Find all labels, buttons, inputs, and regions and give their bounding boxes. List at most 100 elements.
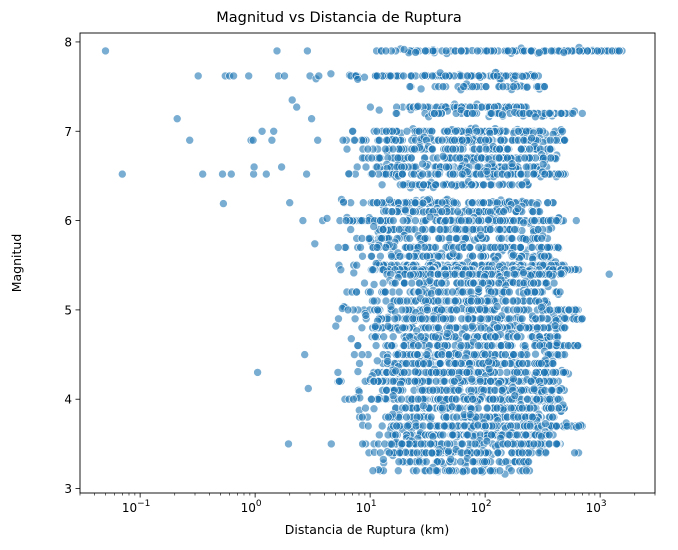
data-point bbox=[510, 391, 520, 401]
data-point bbox=[521, 466, 531, 476]
data-point bbox=[517, 144, 526, 154]
data-point bbox=[523, 394, 532, 404]
data-point bbox=[490, 385, 500, 395]
data-point bbox=[553, 305, 563, 315]
data-point bbox=[517, 314, 527, 324]
x-tick-label: 101 bbox=[356, 499, 377, 515]
data-point bbox=[522, 83, 532, 92]
data-point bbox=[381, 46, 391, 56]
data-point bbox=[418, 401, 428, 411]
data-point bbox=[472, 127, 482, 136]
data-point bbox=[410, 198, 420, 207]
data-point bbox=[172, 114, 182, 123]
data-point bbox=[574, 46, 584, 56]
data-point bbox=[430, 332, 440, 342]
data-point bbox=[460, 225, 470, 234]
data-point bbox=[480, 350, 490, 359]
data-point bbox=[570, 448, 579, 458]
data-point bbox=[439, 368, 449, 377]
data-point bbox=[473, 46, 482, 56]
data-point bbox=[473, 296, 483, 306]
data-point bbox=[410, 144, 419, 154]
data-point bbox=[527, 243, 537, 252]
data-point bbox=[393, 350, 403, 359]
data-point bbox=[494, 278, 504, 288]
data-point bbox=[462, 368, 472, 377]
data-point bbox=[450, 135, 459, 145]
data-point bbox=[333, 368, 343, 377]
data-point bbox=[416, 439, 426, 449]
data-point bbox=[407, 153, 416, 163]
data-point bbox=[381, 169, 391, 179]
data-point bbox=[373, 305, 382, 315]
data-point bbox=[385, 448, 394, 458]
data-point bbox=[385, 195, 394, 205]
data-point bbox=[507, 180, 517, 190]
data-point bbox=[482, 403, 492, 413]
data-point bbox=[562, 421, 572, 431]
data-point bbox=[405, 234, 415, 243]
data-point bbox=[444, 350, 454, 359]
data-point bbox=[427, 225, 437, 234]
data-point bbox=[470, 439, 480, 449]
data-point bbox=[438, 82, 448, 91]
data-point bbox=[495, 144, 504, 154]
data-point bbox=[193, 71, 203, 81]
data-point bbox=[452, 234, 461, 243]
data-point bbox=[464, 216, 473, 225]
data-point bbox=[357, 350, 367, 359]
y-axis-label: Magnitud bbox=[9, 234, 24, 293]
data-point bbox=[550, 321, 560, 331]
data-point bbox=[300, 350, 310, 359]
data-point bbox=[419, 180, 428, 190]
data-point bbox=[385, 71, 395, 81]
data-point bbox=[503, 439, 513, 449]
data-point bbox=[438, 152, 448, 161]
data-point bbox=[388, 332, 398, 342]
y-tick-label: 3 bbox=[64, 482, 72, 496]
data-point bbox=[540, 82, 549, 91]
data-point bbox=[485, 128, 495, 138]
data-point bbox=[372, 127, 382, 136]
data-point bbox=[322, 214, 332, 223]
data-point bbox=[457, 169, 467, 179]
data-point bbox=[554, 169, 563, 179]
data-point bbox=[509, 82, 518, 91]
data-point bbox=[519, 135, 529, 145]
data-point bbox=[382, 385, 391, 395]
data-point bbox=[422, 350, 432, 359]
data-point bbox=[503, 341, 513, 350]
data-point bbox=[398, 169, 407, 179]
data-point bbox=[372, 243, 382, 252]
data-point bbox=[451, 127, 460, 136]
data-point bbox=[357, 234, 367, 243]
data-point bbox=[313, 135, 323, 145]
data-point bbox=[540, 251, 549, 261]
x-tick-label: 10−1 bbox=[122, 499, 151, 515]
x-tick-label: 103 bbox=[586, 499, 607, 515]
data-point bbox=[481, 82, 491, 91]
data-point bbox=[402, 359, 411, 368]
data-point bbox=[546, 46, 556, 56]
data-point bbox=[399, 341, 409, 350]
data-point bbox=[545, 144, 555, 154]
data-point bbox=[342, 144, 352, 154]
data-point bbox=[453, 207, 463, 216]
data-point bbox=[468, 457, 478, 467]
data-point bbox=[387, 207, 397, 216]
data-point bbox=[401, 403, 411, 413]
data-point bbox=[528, 412, 537, 422]
data-point bbox=[428, 385, 438, 395]
data-point bbox=[516, 350, 526, 359]
data-point bbox=[503, 170, 512, 180]
data-point bbox=[521, 430, 530, 440]
data-point bbox=[433, 287, 443, 297]
data-point bbox=[431, 466, 441, 476]
data-point bbox=[552, 439, 561, 449]
data-point bbox=[280, 71, 289, 81]
data-point bbox=[556, 269, 566, 278]
data-point bbox=[509, 374, 518, 384]
data-point bbox=[346, 334, 356, 344]
data-point bbox=[517, 385, 527, 395]
data-point bbox=[454, 385, 464, 395]
